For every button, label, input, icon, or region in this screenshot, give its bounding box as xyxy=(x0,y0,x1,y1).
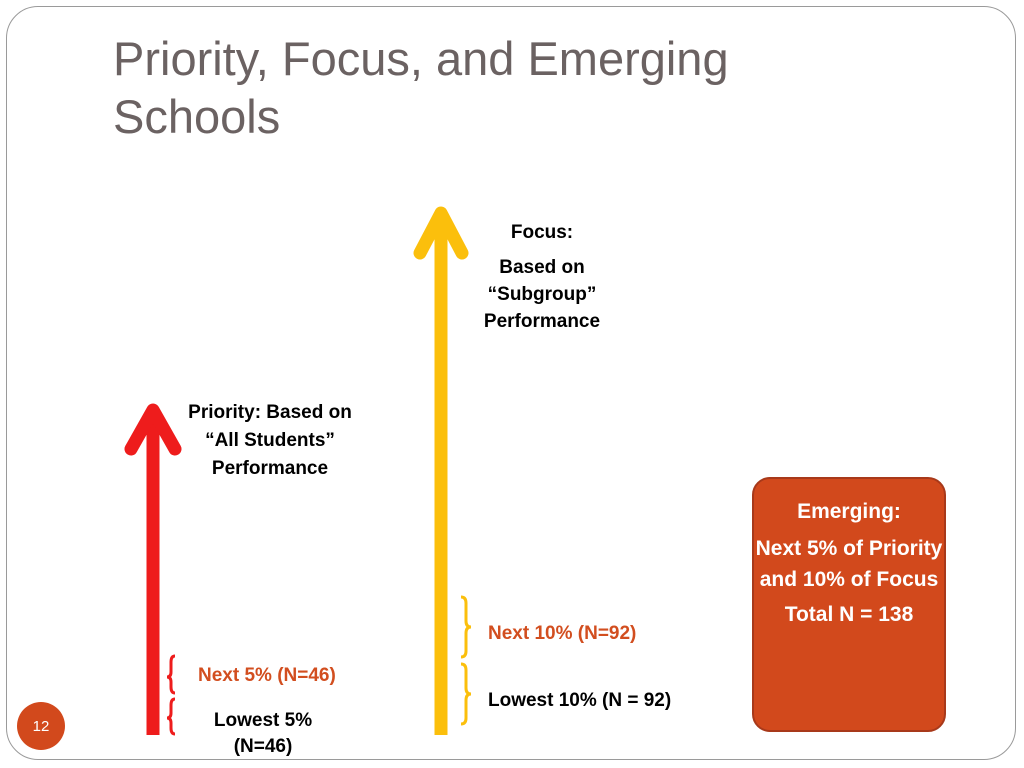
slide-title: Priority, Focus, and Emerging Schools xyxy=(113,32,729,143)
emerging-box: Emerging: Next 5% of Priority and 10% of… xyxy=(752,477,946,732)
slide-number-badge: 12 xyxy=(17,702,65,750)
focus-arrow xyxy=(413,206,469,735)
priority-next-tier-label: Next 5% (N=46) xyxy=(198,665,336,686)
focus-description: Based on “Subgroup” Performance xyxy=(483,257,601,332)
priority-lowest-brace xyxy=(166,697,176,736)
priority-next-brace xyxy=(166,654,176,695)
emerging-total: Total N = 138 xyxy=(784,603,914,626)
priority-lowest-tier-label: Lowest 5% (N=46) xyxy=(213,710,313,757)
focus-lowest-tier-label: Lowest 10% (N = 92) xyxy=(488,690,672,711)
priority-arrow xyxy=(124,403,182,735)
focus-heading: Focus: xyxy=(510,222,574,243)
focus-lowest-brace xyxy=(460,662,472,726)
emerging-description: Next 5% of Priority and 10% of Focus xyxy=(755,537,943,591)
focus-next-tier-label: Next 10% (N=92) xyxy=(488,623,637,644)
focus-next-brace xyxy=(460,595,472,659)
emerging-heading: Emerging: xyxy=(797,500,901,523)
priority-description: Priority: Based on “All Students” Perfor… xyxy=(188,402,352,479)
